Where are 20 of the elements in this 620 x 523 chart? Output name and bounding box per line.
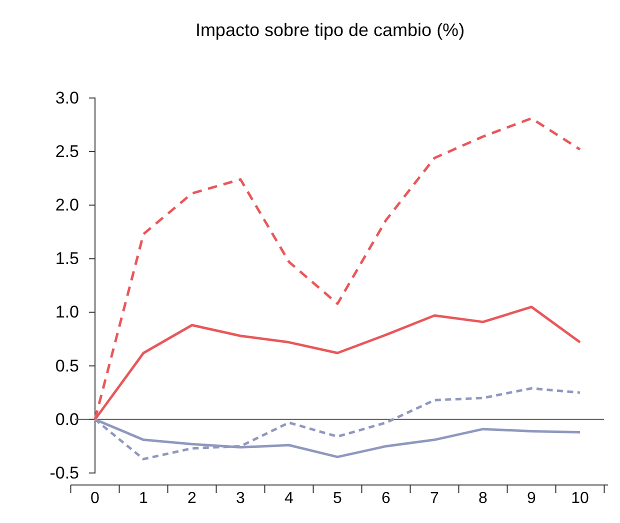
y-tick-label: 2.0 [55, 196, 79, 215]
y-tick-label: 1.0 [55, 302, 79, 322]
x-tick-label: 2 [188, 490, 197, 507]
x-tick-label: 10 [571, 490, 589, 507]
y-tick-label: 2.5 [55, 142, 79, 162]
x-tick-label: 7 [430, 490, 440, 507]
y-tick-label: 0.5 [55, 356, 79, 376]
x-tick-label: 1 [139, 490, 148, 507]
x-tick-label: 9 [527, 490, 536, 507]
x-tick-label: 3 [236, 490, 246, 507]
x-tick-label: 0 [90, 490, 100, 507]
y-tick-label: -0.5 [50, 463, 79, 482]
y-tick-label: 3.0 [55, 88, 79, 108]
x-tick-label: 8 [478, 490, 488, 507]
x-tick-label: 5 [333, 490, 342, 507]
y-tick-label: 1.5 [55, 249, 79, 268]
x-tick-label: 6 [382, 490, 391, 507]
chart-title: Impacto sobre tipo de cambio (%) [195, 20, 465, 40]
y-tick-label: 0.0 [55, 410, 79, 429]
x-tick-label: 4 [284, 490, 294, 507]
